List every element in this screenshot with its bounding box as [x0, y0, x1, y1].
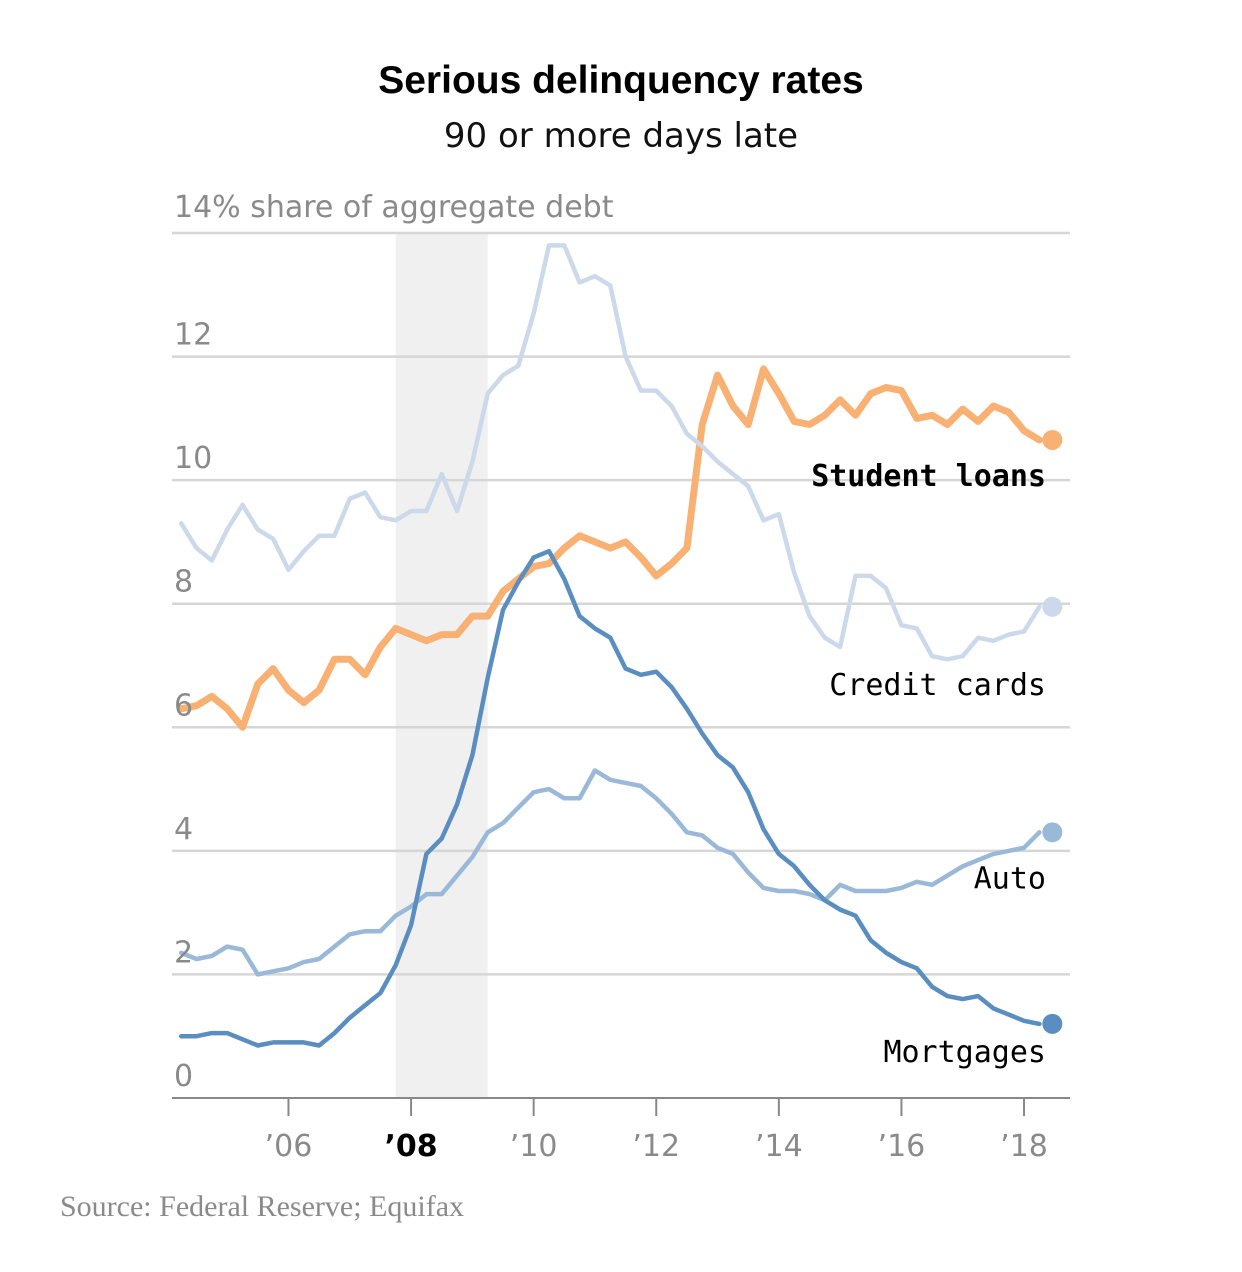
- chart-title: Serious delinquency rates: [378, 59, 864, 102]
- y-tick-label: 8: [174, 565, 193, 600]
- x-tick-label: ’16: [878, 1129, 926, 1164]
- series-line-credit-cards: [178, 243, 1042, 662]
- endpoint-auto: [1042, 822, 1063, 843]
- x-tick-label: ’14: [755, 1129, 803, 1164]
- series-line-mortgages: [178, 548, 1042, 1048]
- source-note: Source: Federal Reserve; Equifax: [60, 1190, 464, 1223]
- background-layer: [395, 233, 488, 1098]
- endpoint-student-loans: [1042, 429, 1063, 450]
- y-tick-label: 12: [174, 318, 212, 353]
- chart-subtitle: 90 or more days late: [444, 116, 798, 156]
- chart-text-layer: 0 2 4 6 8 10 12 ’06 ’08 ’10 ’12 ’14 ’16 ’18 Student lo…: [174, 318, 1048, 1164]
- series-label-credit-cards: Credit cards: [829, 668, 1046, 703]
- x-tick-label: ’08: [384, 1129, 437, 1164]
- series-line-auto: [178, 768, 1042, 977]
- y-tick-label: 2: [174, 935, 193, 970]
- series-label-mortgages: Mortgages: [883, 1035, 1046, 1070]
- series-label-auto: Auto: [974, 861, 1046, 896]
- gridlines: [172, 231, 1070, 1116]
- series-line-student-loans: [177, 365, 1043, 731]
- endpoint-mortgages: [1042, 1013, 1063, 1034]
- x-tick-label: ’12: [632, 1129, 680, 1164]
- y-tick-label: 4: [174, 812, 193, 847]
- series-label-student-loans: Student loans: [811, 459, 1046, 494]
- recession-band: [395, 233, 488, 1098]
- x-tick-label: ’18: [1000, 1129, 1048, 1164]
- y-axis-label: 14% share of aggregate debt: [174, 190, 614, 225]
- endpoint-credit-cards: [1042, 596, 1063, 617]
- x-tick-label: ’06: [265, 1129, 313, 1164]
- x-tick-label: ’10: [510, 1129, 558, 1164]
- y-tick-label: 6: [174, 688, 193, 723]
- series-lines: [177, 243, 1063, 1048]
- y-tick-label: 0: [174, 1059, 193, 1094]
- y-tick-label: 10: [174, 441, 212, 476]
